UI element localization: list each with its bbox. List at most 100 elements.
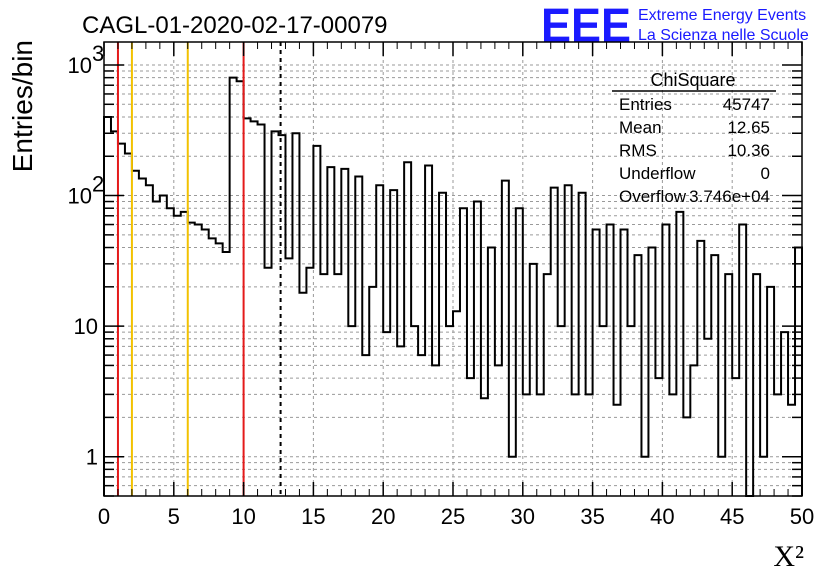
histogram-bin-20 (244, 118, 251, 496)
histogram-bin-1 (111, 131, 118, 496)
histogram-bin-82 (676, 212, 683, 496)
histogram-bin-83 (683, 417, 690, 496)
histogram-bin-35 (348, 326, 355, 496)
histogram-bin-18 (230, 78, 237, 496)
histogram-bin-6 (146, 185, 153, 496)
x-tick-labels: 0 5 10 15 20 25 30 35 40 45 50 (98, 504, 814, 529)
histogram-bin-8 (160, 196, 167, 496)
histogram-bin-76 (634, 255, 641, 496)
histogram-bin-97 (781, 332, 788, 496)
histogram-bin-77 (641, 457, 648, 496)
histogram-bin-93 (753, 274, 760, 496)
x-tick-label-1: 5 (168, 504, 180, 529)
histogram-bin-29 (306, 268, 313, 496)
histogram-bin-37 (362, 355, 369, 496)
stats-label-3: Underflow (619, 164, 696, 183)
stats-box: ChiSquare Entries 45747 Mean 12.65 RMS 10.36 U… (612, 70, 776, 206)
histogram-bin-43 (404, 162, 411, 496)
histogram-bin-84 (690, 365, 697, 496)
x-axis-label: X² (773, 540, 804, 572)
histogram-bin-91 (739, 225, 746, 496)
histogram-bin-71 (600, 326, 607, 496)
stats-label-4: Overflow (619, 187, 687, 206)
histogram-bin-48 (439, 193, 446, 496)
x-tick-label-9: 45 (720, 504, 744, 529)
y-tick-exponent-2: 2 (92, 172, 104, 197)
histogram-outline (103, 76, 803, 497)
reference-lines (116, 42, 282, 496)
histogram-bin-21 (251, 121, 258, 496)
histogram-bin-23 (265, 268, 272, 496)
histogram-bin-9 (167, 208, 174, 496)
histogram-bin-15 (209, 238, 216, 496)
histogram-bin-75 (628, 326, 635, 496)
y-tick-exponent-3: 3 (92, 41, 104, 66)
histogram-bin-80 (662, 225, 669, 496)
histogram-bin-28 (299, 293, 306, 496)
logo-line-2: La Scienza nelle Scuole (638, 27, 809, 44)
histogram-bin-47 (432, 365, 439, 496)
histogram-bin-3 (125, 153, 132, 496)
histogram-bin-86 (704, 339, 711, 496)
histogram-bin-4 (132, 171, 139, 496)
histogram-bin-13 (195, 225, 202, 496)
histogram-bin-36 (355, 176, 362, 496)
histogram-bin-59 (516, 208, 523, 496)
histogram-bin-39 (376, 185, 383, 496)
histogram-bin-96 (774, 394, 781, 496)
y-axis-label: Entries/bin (7, 40, 38, 172)
histogram-bin-31 (320, 274, 327, 496)
histogram-bin-0 (104, 117, 111, 496)
histogram-bin-58 (509, 457, 516, 496)
x-tick-label-5: 25 (441, 504, 465, 529)
histogram-bin-25 (279, 135, 286, 496)
stats-value-4: 3.746e+04 (689, 187, 770, 206)
histogram-bin-98 (788, 405, 795, 496)
x-tick-label-3: 15 (301, 504, 325, 529)
histogram-bin-99 (795, 248, 802, 496)
histogram-bin-52 (467, 378, 474, 496)
axis-ticks (103, 42, 803, 497)
histogram-bin-34 (341, 169, 348, 496)
histogram-bin-63 (544, 274, 551, 496)
x-tick-label-6: 30 (511, 504, 535, 529)
histogram-bin-32 (327, 167, 334, 496)
histogram-bin-19 (237, 81, 244, 496)
y-tick-label-3: 10 (68, 53, 92, 78)
x-tick-label-10: 50 (790, 504, 814, 529)
histogram-bin-51 (460, 208, 467, 496)
histogram-bin-95 (767, 287, 774, 496)
histogram-bin-55 (488, 248, 495, 496)
histogram-bin-42 (397, 346, 404, 496)
histogram-bin-70 (593, 229, 600, 496)
x-tick-label-2: 10 (231, 504, 255, 529)
histogram-bin-33 (334, 274, 341, 496)
stats-label-0: Entries (619, 95, 672, 114)
eee-logo: EEE Extreme Energy Events La Scienza nel… (541, 0, 809, 53)
histogram-bin-64 (551, 188, 558, 496)
histogram-bin-74 (621, 229, 628, 496)
histogram-bars (103, 76, 803, 497)
histogram-bin-26 (285, 258, 292, 496)
logo-mark: EEE (541, 0, 631, 53)
histogram-bin-85 (697, 241, 704, 496)
histogram-bin-69 (586, 394, 593, 496)
y-tick-label-2: 10 (68, 184, 92, 209)
y-tick-label-1: 10 (74, 314, 98, 339)
logo-line-1: Extreme Energy Events (638, 7, 806, 24)
histogram-bin-81 (669, 394, 676, 496)
histogram-bin-61 (530, 264, 537, 496)
histogram-bin-12 (188, 223, 195, 496)
histogram-bin-44 (411, 326, 418, 496)
histogram-bin-88 (718, 457, 725, 496)
histogram-bin-78 (648, 248, 655, 496)
histogram-bin-94 (760, 457, 767, 496)
histogram-bin-40 (383, 332, 390, 496)
chart-title: CAGL-01-2020-02-17-00079 (82, 12, 388, 39)
histogram-bin-90 (732, 378, 739, 496)
histogram-bin-73 (614, 405, 621, 496)
histogram-bin-68 (579, 193, 586, 496)
histogram-bin-50 (453, 311, 460, 496)
histogram-bin-53 (474, 202, 481, 496)
